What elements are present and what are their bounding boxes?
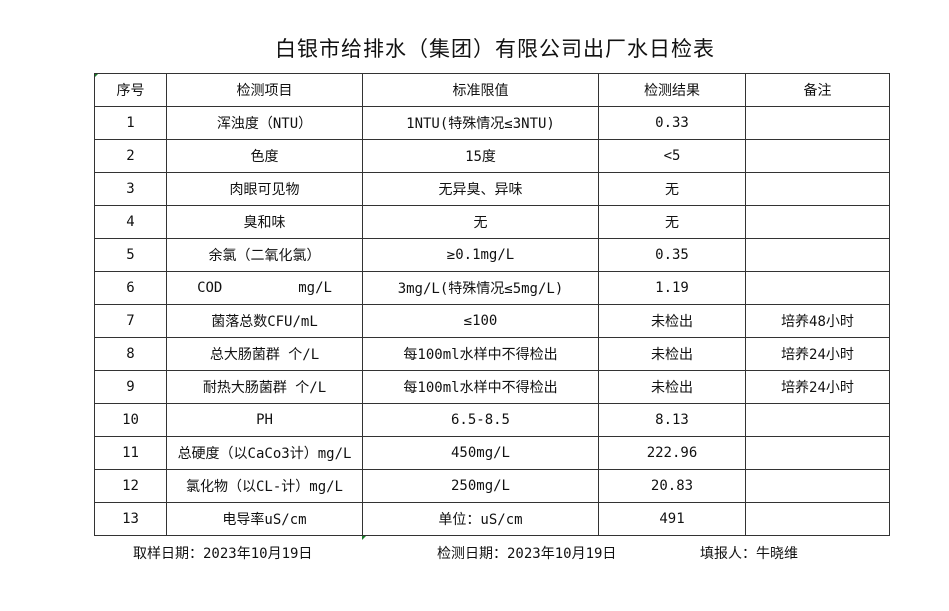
table-row: 2 色度 15度 <5	[94, 139, 890, 173]
reporter: 填报人：牛晓维	[700, 546, 798, 562]
cell-index: 7	[94, 304, 167, 338]
table-row: 5 余氯（二氧化氯） ≥0.1mg/L 0.35	[94, 238, 890, 272]
cell-item: 电导率uS/cm	[166, 502, 363, 536]
cell-item: PH	[166, 403, 363, 437]
cell-result: 222.96	[598, 436, 746, 470]
cell-index: 6	[94, 271, 167, 305]
table-row: 13 电导率uS/cm 单位：uS/cm 491	[94, 502, 890, 536]
cell-result: 无	[598, 205, 746, 239]
table-row: 6 COD mg/L 3mg/L(特殊情况≤5mg/L) 1.19	[94, 271, 890, 305]
cell-result: 8.13	[598, 403, 746, 437]
cell-index: 11	[94, 436, 167, 470]
cell-index: 12	[94, 469, 167, 503]
table-row: 7 菌落总数CFU/mL ≤100 未检出 培养48小时	[94, 304, 890, 338]
report-title: 白银市给排水（集团）有限公司出厂水日检表	[275, 37, 715, 61]
cell-remark: 培养24小时	[745, 370, 890, 404]
cell-index: 2	[94, 139, 167, 173]
cell-result: 0.33	[598, 106, 746, 140]
cell-index: 5	[94, 238, 167, 272]
cell-standard: 6.5-8.5	[362, 403, 599, 437]
cell-result: 0.35	[598, 238, 746, 272]
cell-item: COD mg/L	[166, 271, 363, 305]
cell-remark	[745, 139, 890, 173]
table-row: 4 臭和味无无	[94, 205, 890, 239]
cell-remark	[745, 502, 890, 536]
cell-remark: 培养24小时	[745, 337, 890, 371]
cell-index: 9	[94, 370, 167, 404]
table-row: 8 总大肠菌群 个/L 每100ml水样中不得检出 未检出 培养24小时	[94, 337, 890, 371]
cell-item: 总大肠菌群 个/L	[166, 337, 363, 371]
cell-remark	[745, 106, 890, 140]
cell-standard: 每100ml水样中不得检出	[362, 370, 599, 404]
cell-remark	[745, 238, 890, 272]
cell-item: 氯化物（以CL-计）mg/L	[166, 469, 363, 503]
cell-index: 13	[94, 502, 167, 536]
cell-index: 10	[94, 403, 167, 437]
cell-item: 肉眼可见物	[166, 172, 363, 206]
cell-remark: 培养48小时	[745, 304, 890, 338]
cell-standard: 无异臭、异味	[362, 172, 599, 206]
cell-result: 未检出	[598, 337, 746, 371]
cell-remark	[745, 205, 890, 239]
cell-remark	[745, 469, 890, 503]
cell-result: 491	[598, 502, 746, 536]
cell-item: 色度	[166, 139, 363, 173]
cell-result: 无	[598, 172, 746, 206]
cell-remark	[745, 172, 890, 206]
table-row: 9 耐热大肠菌群 个/L 每100ml水样中不得检出 未检出 培养24小时	[94, 370, 890, 404]
header-item: 检测项目	[166, 73, 363, 107]
cell-item: 耐热大肠菌群 个/L	[166, 370, 363, 404]
cell-standard: 每100ml水样中不得检出	[362, 337, 599, 371]
cell-item: 总硬度（以CaCo3计）mg/L	[166, 436, 363, 470]
cell-standard: 无	[362, 205, 599, 239]
cell-result: 未检出	[598, 370, 746, 404]
cell-item: 浑浊度（NTU）	[166, 106, 363, 140]
table-row: 10 PH 6.5-8.5 8.13	[94, 403, 890, 437]
cell-index: 4	[94, 205, 167, 239]
cell-result: 1.19	[598, 271, 746, 305]
cell-standard: ≥0.1mg/L	[362, 238, 599, 272]
test-date: 检测日期：2023年10月19日	[437, 546, 617, 562]
table-row: 3 肉眼可见物 无异臭、异味无	[94, 172, 890, 206]
cell-result: 未检出	[598, 304, 746, 338]
cell-remark	[745, 403, 890, 437]
cell-standard: 15度	[362, 139, 599, 173]
cell-marker-icon	[362, 535, 367, 540]
header-result: 检测结果	[598, 73, 746, 107]
cell-item: 菌落总数CFU/mL	[166, 304, 363, 338]
cell-standard: 3mg/L(特殊情况≤5mg/L)	[362, 271, 599, 305]
cell-remark	[745, 271, 890, 305]
cell-index: 3	[94, 172, 167, 206]
header-row: 序号 检测项目 标准限值 检测结果 备注	[94, 73, 890, 107]
cell-result: <5	[598, 139, 746, 173]
cell-result: 20.83	[598, 469, 746, 503]
cell-standard: ≤100	[362, 304, 599, 338]
header-standard: 标准限值	[362, 73, 599, 107]
cell-remark	[745, 436, 890, 470]
cell-item: 余氯（二氧化氯）	[166, 238, 363, 272]
cell-standard: 250mg/L	[362, 469, 599, 503]
cell-item: 臭和味	[166, 205, 363, 239]
cell-index: 1	[94, 106, 167, 140]
cell-index: 8	[94, 337, 167, 371]
cell-standard: 单位：uS/cm	[362, 502, 599, 536]
cell-standard: 1NTU(特殊情况≤3NTU)	[362, 106, 599, 140]
header-remark: 备注	[745, 73, 890, 107]
header-index: 序号	[94, 73, 167, 107]
table-row: 12 氯化物（以CL-计）mg/L 250mg/L 20.83	[94, 469, 890, 503]
cell-standard: 450mg/L	[362, 436, 599, 470]
table-row: 1 浑浊度（NTU） 1NTU(特殊情况≤3NTU) 0.33	[94, 106, 890, 140]
water-quality-table: 序号 检测项目 标准限值 检测结果 备注 1 浑浊度（NTU） 1NTU(特殊情况≤3NTU)…	[94, 73, 890, 536]
sampling-date: 取样日期：2023年10月19日	[133, 546, 313, 562]
table-row: 11 总硬度（以CaCo3计）mg/L 450mg/L 222.96	[94, 436, 890, 470]
